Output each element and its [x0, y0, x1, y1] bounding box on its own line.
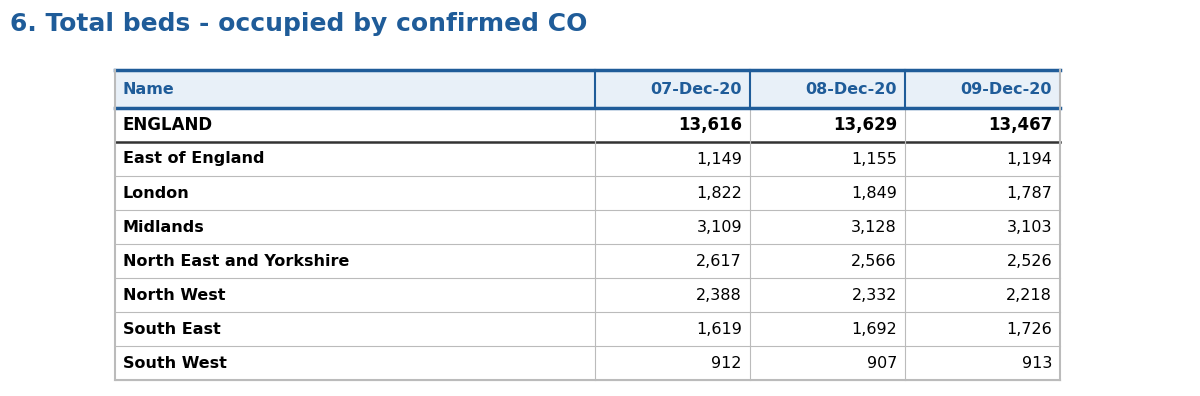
Bar [115, 70, 1060, 108]
Bar [115, 176, 1060, 210]
Text: ENGLAND: ENGLAND [124, 116, 214, 134]
Text: 1,726: 1,726 [1007, 322, 1052, 337]
Text: 1,194: 1,194 [1006, 152, 1052, 166]
Text: 1,619: 1,619 [696, 322, 742, 337]
Text: 1,155: 1,155 [851, 152, 898, 166]
Text: 2,218: 2,218 [1006, 287, 1052, 303]
Text: 2,388: 2,388 [696, 287, 742, 303]
Text: 3,128: 3,128 [851, 219, 898, 234]
Text: 2,566: 2,566 [851, 253, 898, 268]
Text: 1,849: 1,849 [851, 185, 898, 200]
Text: North West: North West [124, 287, 226, 303]
Bar [115, 346, 1060, 380]
Text: 1,787: 1,787 [1006, 185, 1052, 200]
Text: 3,103: 3,103 [1007, 219, 1052, 234]
Text: London: London [124, 185, 190, 200]
Text: 2,617: 2,617 [696, 253, 742, 268]
Bar [115, 142, 1060, 176]
Text: 3,109: 3,109 [696, 219, 742, 234]
Bar [115, 210, 1060, 244]
Text: 1,149: 1,149 [696, 152, 742, 166]
Text: South East: South East [124, 322, 221, 337]
Text: 1,822: 1,822 [696, 185, 742, 200]
Text: 2,332: 2,332 [852, 287, 898, 303]
Text: 1,692: 1,692 [851, 322, 898, 337]
Text: 13,616: 13,616 [678, 116, 742, 134]
Text: 13,467: 13,467 [988, 116, 1052, 134]
Text: Name: Name [124, 82, 175, 97]
Bar [115, 312, 1060, 346]
Text: 2,526: 2,526 [1007, 253, 1052, 268]
Text: North East and Yorkshire: North East and Yorkshire [124, 253, 349, 268]
Bar [115, 108, 1060, 142]
Text: Midlands: Midlands [124, 219, 205, 234]
Bar [115, 244, 1060, 278]
Bar [115, 278, 1060, 312]
Text: East of England: East of England [124, 152, 264, 166]
Text: 6. Total beds - occupied by confirmed CO: 6. Total beds - occupied by confirmed CO [10, 12, 587, 36]
Text: 907: 907 [866, 356, 898, 371]
Text: 13,629: 13,629 [833, 116, 898, 134]
Text: 913: 913 [1021, 356, 1052, 371]
Text: 08-Dec-20: 08-Dec-20 [805, 82, 898, 97]
Text: 09-Dec-20: 09-Dec-20 [960, 82, 1052, 97]
Text: 912: 912 [712, 356, 742, 371]
Text: South West: South West [124, 356, 227, 371]
Text: 07-Dec-20: 07-Dec-20 [650, 82, 742, 97]
